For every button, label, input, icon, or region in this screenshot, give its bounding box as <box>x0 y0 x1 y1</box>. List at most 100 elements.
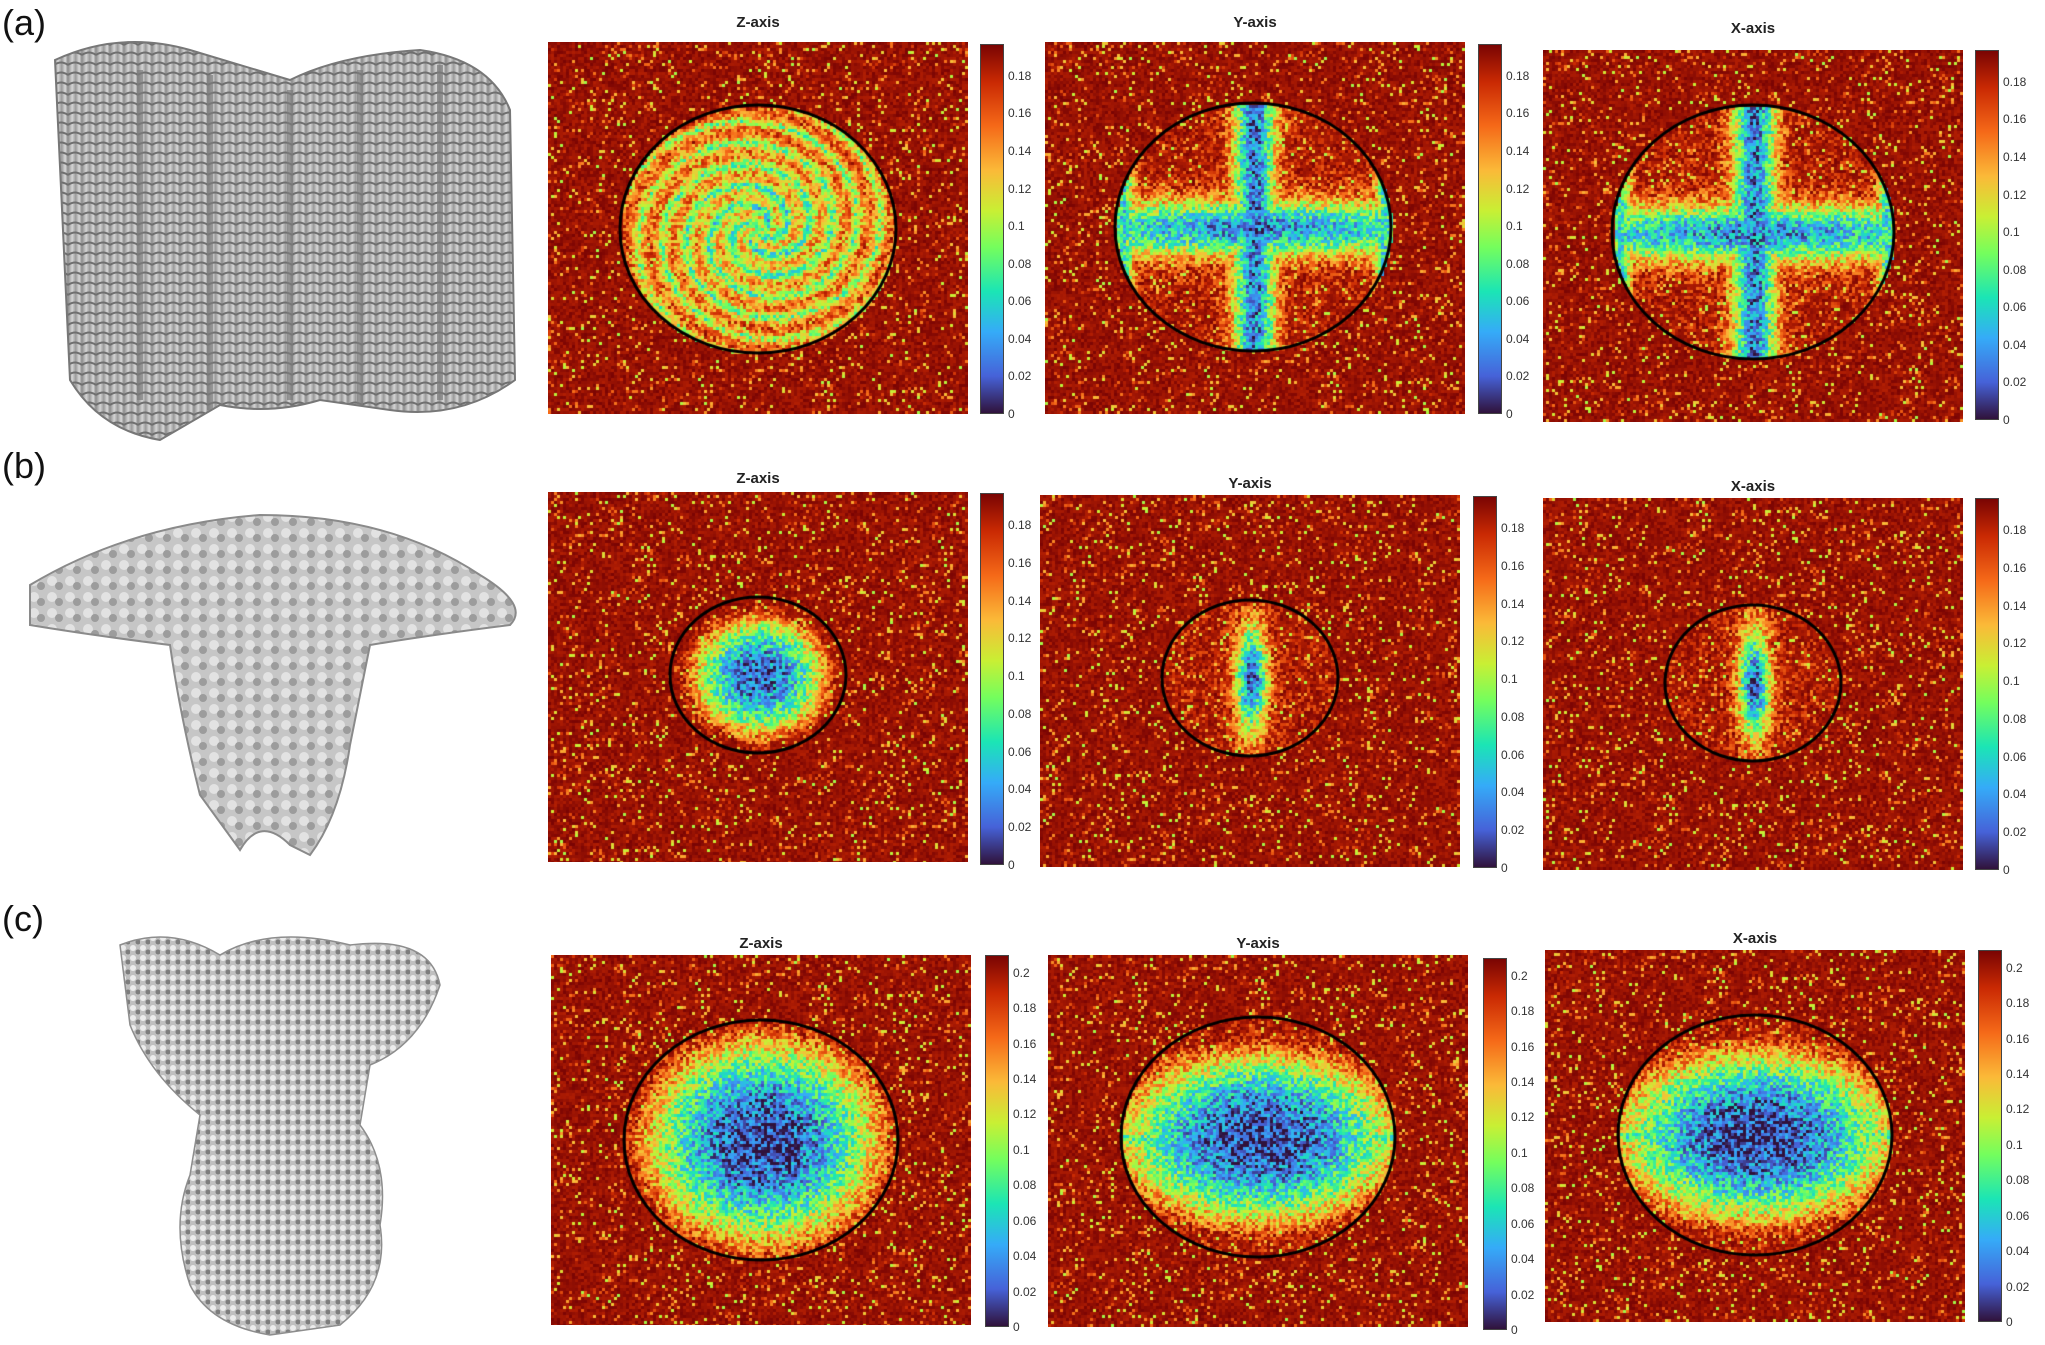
panel-title-c-z: Z-axis <box>739 935 783 952</box>
colorbar-tick: 0.06 <box>1511 1216 1535 1231</box>
colorbar-tick: 0.12 <box>1501 634 1525 649</box>
colorbar-tick: 0.04 <box>1008 331 1032 346</box>
colorbar-tick: 0.04 <box>2003 337 2027 352</box>
colorbar-tick: 0.02 <box>2006 1279 2030 1294</box>
panel-title-a-z: Z-axis <box>736 14 780 31</box>
colorbar-tick: 0.06 <box>2003 749 2027 764</box>
colorbar-tick: 0.2 <box>2006 960 2023 975</box>
colorbar-tick: 0.08 <box>1008 256 1032 271</box>
colorbar-tick: 0.14 <box>1008 593 1032 608</box>
colorbar-tick: 0.1 <box>2006 1137 2023 1152</box>
colorbar-tick: 0.1 <box>1008 219 1025 234</box>
colorbar-tick: 0 <box>1501 861 1508 875</box>
row-label-b: (b) <box>2 445 46 486</box>
colorbar-tick: 0.18 <box>2006 996 2030 1011</box>
colorbar-tick: 0.04 <box>2003 787 2027 802</box>
colorbar-b-y: 0 0.02 0.04 0.06 0.08 0.1 0.12 0.14 0.16 0.18 <box>1473 496 1543 874</box>
colorbar-tick: 0.02 <box>1511 1287 1535 1302</box>
colorbar-c-x: 0 0.02 0.04 0.06 0.08 0.1 0.12 0.14 0.16 0.18 0.2 <box>1978 950 2045 1328</box>
colorbar-gradient <box>1478 44 1502 414</box>
colorbar-tick: 0 <box>1013 1320 1020 1334</box>
colorbar-tick: 0.1 <box>1506 219 1523 234</box>
colorbar-tick: 0.2 <box>1511 968 1528 983</box>
heatmap-a-y <box>1045 42 1465 414</box>
colorbar-gradient <box>1483 958 1507 1330</box>
colorbar-tick: 0 <box>2003 413 2010 427</box>
colorbar-tick: 0.14 <box>1506 144 1530 159</box>
colorbar-tick: 0.08 <box>2006 1173 2030 1188</box>
colorbar-tick: 0.06 <box>1008 294 1032 309</box>
colorbar-tick: 0 <box>1511 1323 1518 1337</box>
colorbar-tick: 0.16 <box>1506 106 1530 121</box>
panel-title-a-y: Y-axis <box>1233 14 1277 31</box>
colorbar-tick: 0.06 <box>1501 747 1525 762</box>
colorbar-tick: 0.08 <box>1008 706 1032 721</box>
colorbar-tick: 0.16 <box>2003 112 2027 127</box>
panel-title-c-y: Y-axis <box>1236 935 1280 952</box>
colorbar-tick: 0 <box>1008 858 1015 872</box>
colorbar-tick: 0.18 <box>1506 68 1530 83</box>
colorbar-tick: 0.18 <box>1008 68 1032 83</box>
colorbar-tick: 0.08 <box>1511 1181 1535 1196</box>
colorbar-tick: 0.04 <box>1008 782 1032 797</box>
colorbar-tick: 0.14 <box>1511 1075 1535 1089</box>
colorbar-tick: 0.1 <box>1511 1145 1528 1160</box>
colorbar-tick: 0.14 <box>1013 1072 1037 1086</box>
colorbar-tick: 0.12 <box>2003 636 2027 651</box>
colorbar-tick: 0.16 <box>1008 106 1032 121</box>
colorbar-tick: 0.16 <box>1008 555 1032 570</box>
colorbar-tick: 0.02 <box>1008 369 1032 384</box>
colorbar-tick: 0 <box>2003 863 2010 877</box>
colorbar-gradient <box>980 44 1004 414</box>
colorbar-tick: 0.06 <box>1008 744 1032 759</box>
colorbar-tick: 0 <box>1506 407 1513 421</box>
colorbar-b-x: 0 0.02 0.04 0.06 0.08 0.1 0.12 0.14 0.16 0.18 <box>1975 498 2045 876</box>
colorbar-tick: 0.08 <box>2003 711 2027 726</box>
colorbar-tick: 0.2 <box>1013 965 1030 980</box>
colorbar-tick: 0.14 <box>2003 598 2027 613</box>
panel-title-b-z: Z-axis <box>736 470 780 487</box>
heatmap-b-z <box>548 492 968 862</box>
row-label-c: (c) <box>2 898 44 939</box>
colorbar-tick: 0.04 <box>2006 1244 2030 1259</box>
colorbar-a-x: 0 0.02 0.04 0.06 0.08 0.1 0.12 0.14 0.16 0.18 <box>1975 50 2045 426</box>
colorbar-tick: 0.06 <box>2006 1208 2030 1223</box>
colorbar-tick: 0.02 <box>1013 1284 1037 1299</box>
colorbar-tick: 0.14 <box>2006 1067 2030 1081</box>
colorbar-tick: 0 <box>2006 1315 2013 1329</box>
panel-title-c-x: X-axis <box>1732 930 1778 947</box>
colorbar-tick: 0.14 <box>1501 596 1525 611</box>
colorbar-tick: 0.02 <box>2003 825 2027 840</box>
colorbar-tick: 0.06 <box>2003 300 2027 315</box>
colorbar-tick: 0.1 <box>2003 674 2020 689</box>
colorbar-tick: 0.18 <box>2003 74 2027 89</box>
colorbar-tick: 0.18 <box>1511 1004 1535 1019</box>
colorbar-tick: 0.02 <box>1506 369 1530 384</box>
molecule-render-b <box>29 513 517 857</box>
colorbar-tick: 0.12 <box>1511 1110 1535 1125</box>
colorbar-tick: 0.16 <box>1511 1039 1535 1054</box>
colorbar-tick: 0.08 <box>1506 256 1530 271</box>
colorbar-tick: 0.04 <box>1511 1252 1535 1267</box>
colorbar-c-z: 0 0.02 0.04 0.06 0.08 0.1 0.12 0.14 0.16 0.18 0.2 <box>985 955 1055 1333</box>
colorbar-tick: 0.04 <box>1501 785 1525 800</box>
colorbar-tick: 0.18 <box>1008 518 1032 533</box>
colorbar-tick: 0.16 <box>2006 1031 2030 1046</box>
colorbar-tick: 0.06 <box>1506 294 1530 309</box>
colorbar-tick: 0.12 <box>1008 181 1032 196</box>
colorbar-a-z: 0 0.02 0.04 0.06 0.08 0.1 0.12 0.14 0.16 0.18 <box>980 44 1050 420</box>
colorbar-tick: 0.04 <box>1506 331 1530 346</box>
colorbar-gradient <box>1473 496 1497 868</box>
colorbar-tick: 0.12 <box>2006 1102 2030 1117</box>
colorbar-tick: 0.1 <box>1501 672 1518 687</box>
colorbar-tick: 0.12 <box>1008 631 1032 646</box>
colorbar-tick: 0.16 <box>1013 1036 1037 1051</box>
colorbar-tick: 0.14 <box>2003 150 2027 165</box>
colorbar-tick: 0.16 <box>1501 558 1525 573</box>
heatmap-b-y <box>1040 495 1460 867</box>
heatmap-a-z <box>548 42 968 414</box>
colorbar-tick: 0.02 <box>1501 823 1525 838</box>
colorbar-tick: 0.1 <box>2003 225 2020 240</box>
colorbar-tick: 0.08 <box>2003 262 2027 277</box>
panel-title-b-x: X-axis <box>1730 478 1776 495</box>
